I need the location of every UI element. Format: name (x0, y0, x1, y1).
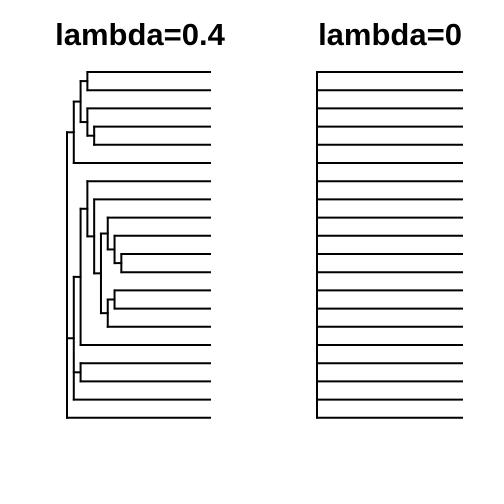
tree-left (66, 71, 211, 419)
panel-title-left: lambda=0.4 (55, 17, 225, 52)
panel-lambda-0: lambda=0 (316, 17, 463, 419)
panel-title-right: lambda=0 (318, 17, 462, 52)
tree-right (316, 71, 463, 419)
panel-lambda-0-4: lambda=0.4 (55, 17, 226, 419)
